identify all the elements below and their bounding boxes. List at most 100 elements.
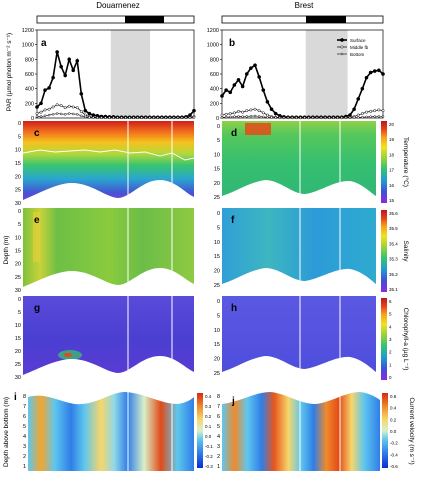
colorbar-label-velocity: Current velocity (m s⁻¹) [408, 397, 415, 464]
colorbar-tick-chlorophyll: 3 [389, 337, 392, 342]
data-point [59, 64, 64, 69]
heatmap-g [23, 296, 194, 381]
heatmap-f [222, 208, 376, 293]
data-point [192, 108, 196, 113]
y-tick-label-i: 2 [23, 454, 26, 460]
data-point [356, 97, 361, 101]
data-point [80, 114, 83, 118]
data-point [132, 116, 135, 120]
data-point [369, 109, 373, 113]
data-point [184, 116, 188, 120]
data-point [373, 109, 377, 113]
data-point [51, 113, 55, 116]
data-point [241, 115, 244, 118]
data-point [228, 112, 232, 116]
data-point [67, 104, 71, 108]
data-point [240, 84, 245, 89]
y-tick-label-h: 20 [214, 357, 220, 363]
data-point [232, 83, 237, 87]
colorbar-tick-temperature: 15 [389, 198, 395, 203]
y-tick-label-c: 30 [15, 201, 21, 207]
data-point [152, 116, 155, 120]
data-point [319, 116, 323, 120]
data-point [63, 106, 67, 110]
daynight-bar-right [221, 15, 384, 24]
data-point [87, 111, 92, 116]
colorbar-tick-velocity-left: -0.1 [205, 444, 213, 449]
data-point [224, 115, 228, 119]
colorbar-tick-temperature: 17 [389, 168, 395, 173]
panel-letter-h: h [231, 303, 237, 314]
data-point [128, 116, 131, 120]
y-tick-label-f: 10 [214, 240, 220, 246]
y-tick-label-d: 5 [217, 138, 220, 144]
data-point [332, 116, 335, 120]
colorbar-tick-chlorophyll: 0 [389, 375, 392, 380]
par-chart-a: 1200 1000 800 600 400 200 0 [22, 28, 196, 122]
y-tick-label-i: 7 [23, 404, 26, 410]
colorbar-label-temperature: Temperature (°C) [402, 137, 410, 187]
legend-marker [340, 45, 344, 49]
series-line-2 [221, 115, 384, 119]
y-tick-label-c: 5 [18, 134, 21, 140]
data-point [148, 116, 151, 120]
colorbar-tick-velocity-right: 0.0 [390, 429, 397, 434]
data-point [364, 75, 369, 80]
data-point [192, 116, 196, 119]
data-point [237, 109, 240, 113]
y-tick-label-i: 1 [23, 464, 26, 470]
data-point [381, 72, 385, 76]
y-tick-label: 400 [210, 87, 219, 93]
data-point [55, 112, 59, 115]
y-tick-label-e: 5 [18, 222, 21, 228]
colorbar-tick-velocity-left: 0.1 [205, 424, 212, 429]
data-point [96, 116, 99, 120]
data-point [116, 116, 119, 120]
colorbar-tick-velocity-right: 0.4 [390, 406, 397, 411]
data-point [180, 116, 184, 120]
legend-entry: Surface [350, 38, 366, 43]
data-point [228, 90, 233, 95]
data-point [365, 110, 368, 114]
colorbar-tick-velocity-left: -0.3 [205, 464, 213, 469]
data-point [369, 115, 372, 118]
data-point [63, 73, 68, 78]
ylabel-par: PAR (µmol photon m⁻² s⁻¹) [6, 33, 13, 111]
colorbar-tick-salinity: 35.2 [389, 272, 398, 277]
data-point [360, 112, 364, 116]
y-tick-label-g: 15 [15, 336, 21, 342]
y-tick-label-h: 10 [214, 328, 220, 334]
colorbar-tick-chlorophyll: 1 [389, 362, 392, 367]
data-point [344, 116, 348, 120]
panel-letter-b: b [229, 38, 235, 49]
data-point [282, 116, 286, 120]
y-tick-label-h: 0 [217, 299, 220, 305]
data-point [266, 116, 269, 119]
data-point [136, 116, 139, 120]
data-point [253, 107, 257, 111]
data-point [295, 116, 298, 120]
data-point [83, 108, 88, 113]
legend-marker [340, 38, 344, 42]
data-point [100, 116, 103, 120]
colorbar-tick-temperature: 19 [389, 137, 395, 142]
data-point [373, 115, 376, 118]
colorbar-salinity [381, 210, 387, 292]
colorbar-velocity-right [382, 393, 388, 468]
colorbar-label-chlorophyll: Chlorophyll-a (µg L⁻¹) [402, 308, 409, 371]
y-tick-label-h: 5 [217, 313, 220, 319]
data-point [245, 109, 249, 113]
panel-letter-e: e [34, 215, 40, 226]
data-point [303, 116, 306, 120]
y-tick-label-e: 20 [15, 262, 21, 268]
y-tick-label-d: 15 [214, 167, 220, 173]
data-point [232, 111, 236, 115]
data-point [356, 116, 360, 119]
data-point [43, 108, 47, 112]
night-shading [305, 30, 348, 118]
data-point [245, 115, 249, 118]
y-tick-label-j: 3 [217, 444, 220, 450]
site-title-right: Brest [295, 1, 314, 10]
data-point [75, 58, 80, 63]
colorbar-chlorophyll [381, 298, 387, 380]
